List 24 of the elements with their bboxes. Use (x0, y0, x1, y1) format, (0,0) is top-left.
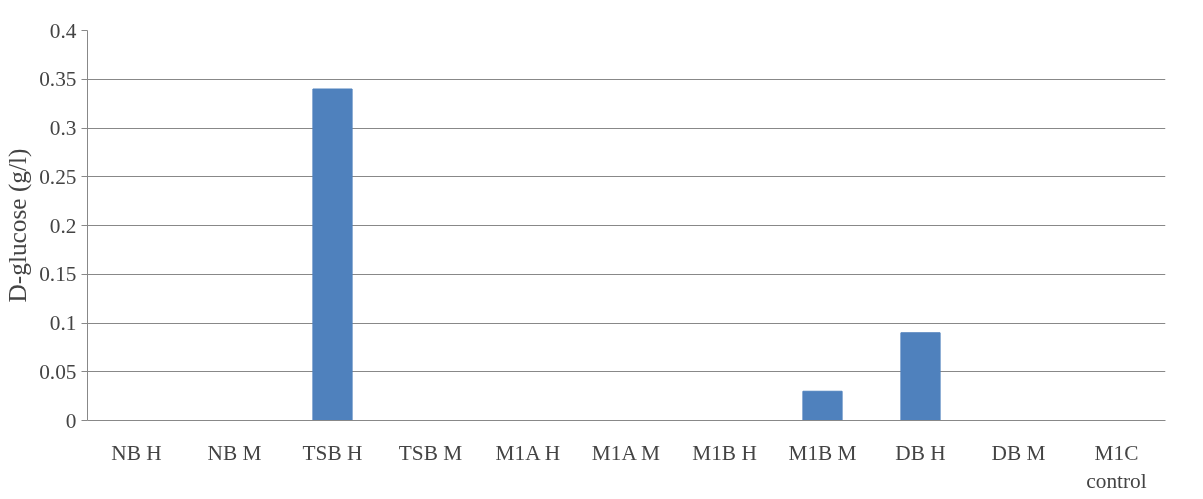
x-tick-label: NB M (207, 440, 262, 465)
bar (312, 88, 353, 421)
y-tick-label: 0.1 (49, 311, 77, 335)
x-tick-label: NB H (111, 440, 162, 465)
bar (900, 332, 941, 421)
x-tick-label: M1A H (495, 440, 561, 465)
x-tick-label: M1B H (692, 440, 757, 465)
y-tick-label: 0.25 (39, 164, 77, 189)
x-tick-label: M1A M (591, 440, 661, 465)
y-tick-label: 0.2 (49, 213, 77, 238)
x-tick-label: TSB M (398, 440, 463, 465)
x-tick-label: DB H (895, 440, 946, 465)
y-tick-label: 0.05 (39, 359, 77, 384)
bar (802, 390, 843, 421)
x-tick-label: M1C control (1086, 440, 1147, 494)
x-tick-label: DB M (991, 440, 1046, 465)
x-tick-label: TSB H (302, 440, 363, 465)
x-tick-label: M1B M (788, 440, 857, 465)
y-tick-label: 0.4 (49, 18, 77, 43)
y-tick-label: 0 (65, 408, 77, 433)
y-tick-label: 0.15 (39, 262, 77, 287)
y-tick-label: 0.3 (49, 116, 77, 140)
y-tick-label: 0.35 (39, 67, 77, 92)
y-axis-title: D-glucose (g/l) (3, 148, 33, 303)
